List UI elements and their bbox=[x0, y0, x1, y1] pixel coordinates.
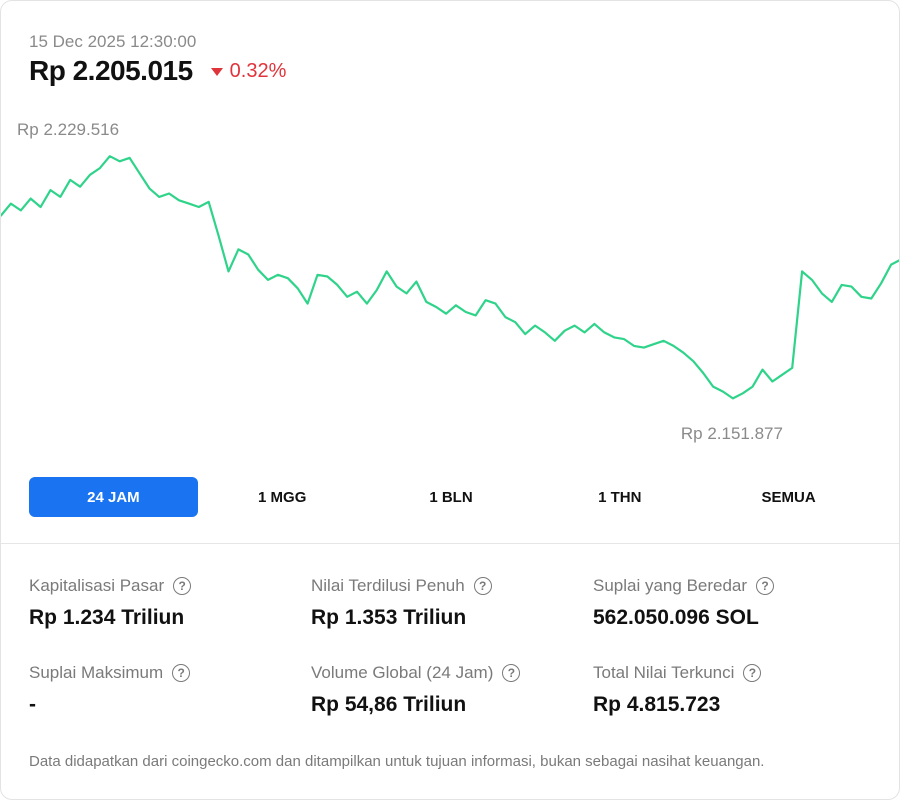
stat-item: Suplai Maksimum? - bbox=[29, 662, 311, 717]
tab-24-jam[interactable]: 24 JAM bbox=[29, 477, 198, 517]
question-circle-icon[interactable]: ? bbox=[743, 664, 762, 682]
stat-value: 562.050.096 SOL bbox=[593, 606, 759, 629]
stat-label: Total Nilai Terkunci? bbox=[593, 662, 875, 684]
price-series-line bbox=[1, 155, 899, 400]
stat-label: Nilai Terdilusi Penuh? bbox=[311, 575, 593, 597]
price-line-chart[interactable]: Rp 2.229.516 Rp 2.151.877 bbox=[1, 101, 900, 451]
tab-1-mgg[interactable]: 1 MGG bbox=[258, 488, 307, 506]
question-circle-icon[interactable]: ? bbox=[756, 577, 775, 595]
stat-value: Rp 1.353 Triliun bbox=[311, 606, 467, 629]
stat-value: Rp 4.815.723 bbox=[593, 693, 721, 716]
market-stats: Kapitalisasi Pasar? Rp 1.234 Triliun Nilai… bbox=[29, 575, 879, 717]
tab-semua[interactable]: SEMUA bbox=[761, 488, 816, 506]
question-circle-icon[interactable]: ? bbox=[502, 664, 521, 682]
price-change-value: 0.32% bbox=[229, 59, 287, 82]
stat-value: - bbox=[29, 693, 36, 716]
stat-label: Volume Global (24 Jam)? bbox=[311, 662, 593, 684]
stat-value: Rp 1.234 Triliun bbox=[29, 606, 185, 629]
stat-item: Nilai Terdilusi Penuh? Rp 1.353 Triliun bbox=[311, 575, 593, 630]
price-row: Rp 2.205.015 0.32% bbox=[29, 55, 286, 87]
question-circle-icon[interactable]: ? bbox=[473, 577, 492, 595]
stat-label: Suplai Maksimum? bbox=[29, 662, 311, 684]
stat-label-text: Suplai Maksimum bbox=[29, 663, 164, 682]
stat-label-text: Suplai yang Beredar bbox=[593, 576, 748, 595]
stat-item: Kapitalisasi Pasar? Rp 1.234 Triliun bbox=[29, 575, 311, 630]
question-circle-icon[interactable]: ? bbox=[173, 577, 192, 595]
stat-label-text: Kapitalisasi Pasar bbox=[29, 576, 165, 595]
stat-label: Suplai yang Beredar? bbox=[593, 575, 875, 597]
stat-label-text: Total Nilai Terkunci bbox=[593, 663, 735, 682]
high-price-label: Rp 2.229.516 bbox=[17, 120, 119, 139]
current-price: Rp 2.205.015 bbox=[29, 55, 193, 86]
tab-1-thn[interactable]: 1 THN bbox=[598, 488, 642, 506]
timestamp: 15 Dec 2025 12:30:00 bbox=[29, 32, 197, 51]
stat-item: Suplai yang Beredar? 562.050.096 SOL bbox=[593, 575, 875, 630]
question-circle-icon[interactable]: ? bbox=[172, 664, 191, 682]
triangle-down-icon bbox=[210, 68, 223, 76]
price-change: 0.32% bbox=[210, 59, 287, 83]
stat-value: Rp 54,86 Triliun bbox=[311, 693, 467, 716]
stat-label-text: Nilai Terdilusi Penuh bbox=[311, 576, 465, 595]
stat-label: Kapitalisasi Pasar? bbox=[29, 575, 311, 597]
time-range-tabs: 24 JAM 1 MGG 1 BLN 1 THN SEMUA bbox=[29, 477, 873, 517]
stat-item: Total Nilai Terkunci? Rp 4.815.723 bbox=[593, 662, 875, 717]
stat-item: Volume Global (24 Jam)? Rp 54,86 Triliun bbox=[311, 662, 593, 717]
divider bbox=[1, 543, 899, 544]
low-price-label: Rp 2.151.877 bbox=[681, 424, 783, 443]
stat-label-text: Volume Global (24 Jam) bbox=[311, 663, 494, 682]
disclaimer: Data didapatkan dari coingecko.com dan d… bbox=[29, 753, 765, 770]
tab-1-bln[interactable]: 1 BLN bbox=[429, 488, 473, 506]
